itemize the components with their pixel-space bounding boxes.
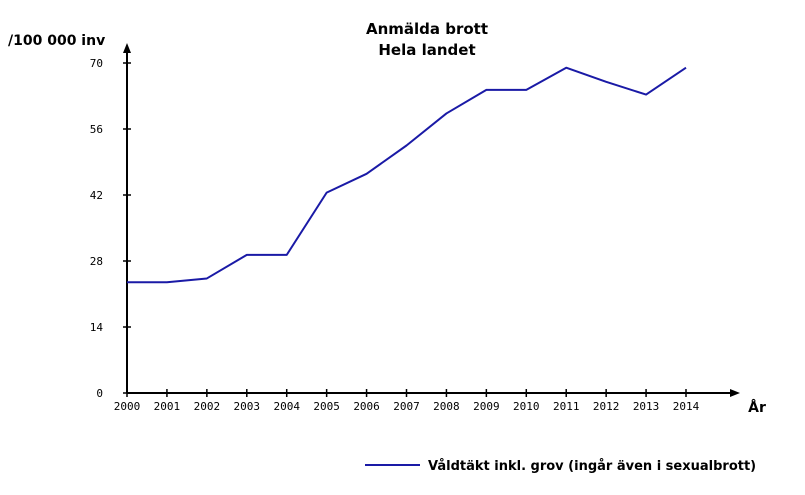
y-tick-label: 28: [90, 255, 103, 268]
tick-marks: 0 14 28 42 56 70 2000 2001 2002 2003 2004 2005 2006 2…: [90, 57, 700, 413]
x-tick-label: 2008: [433, 400, 460, 413]
chart-title: Anmälda brott: [366, 20, 488, 38]
series-line: [127, 66, 687, 284]
x-tick-label: 2006: [353, 400, 380, 413]
legend-label: Våldtäkt inkl. grov (ingår även i sexual…: [428, 459, 756, 474]
y-axis-label: /100 000 inv: [8, 33, 105, 49]
x-tick-label: 2002: [194, 400, 221, 413]
x-tick-label: 2001: [154, 400, 181, 413]
x-tick-label: 2013: [633, 400, 660, 413]
x-tick-label: 2004: [273, 400, 300, 413]
y-tick-label: 56: [90, 123, 103, 136]
y-tick-label: 14: [90, 321, 104, 334]
legend: Våldtäkt inkl. grov (ingår även i sexual…: [365, 459, 756, 474]
y-axis-arrow: [123, 43, 131, 53]
y-tick-label: 42: [90, 189, 103, 202]
x-tick-label: 2014: [673, 400, 700, 413]
x-tick-label: 2012: [593, 400, 620, 413]
y-tick-label: 0: [96, 387, 103, 400]
x-tick-label: 2003: [234, 400, 261, 413]
x-tick-label: 2005: [313, 400, 340, 413]
chart-subtitle: Hela landet: [378, 41, 475, 59]
y-tick-label: 70: [90, 57, 103, 70]
x-axis-arrow: [730, 389, 740, 397]
x-tick-label: 2011: [553, 400, 580, 413]
axes: [123, 43, 740, 397]
x-tick-label: 2010: [513, 400, 540, 413]
x-axis-label: År: [748, 399, 766, 416]
x-tick-label: 2007: [393, 400, 420, 413]
series-group: [127, 66, 687, 284]
x-tick-label: 2000: [114, 400, 141, 413]
x-tick-label: 2009: [473, 400, 500, 413]
